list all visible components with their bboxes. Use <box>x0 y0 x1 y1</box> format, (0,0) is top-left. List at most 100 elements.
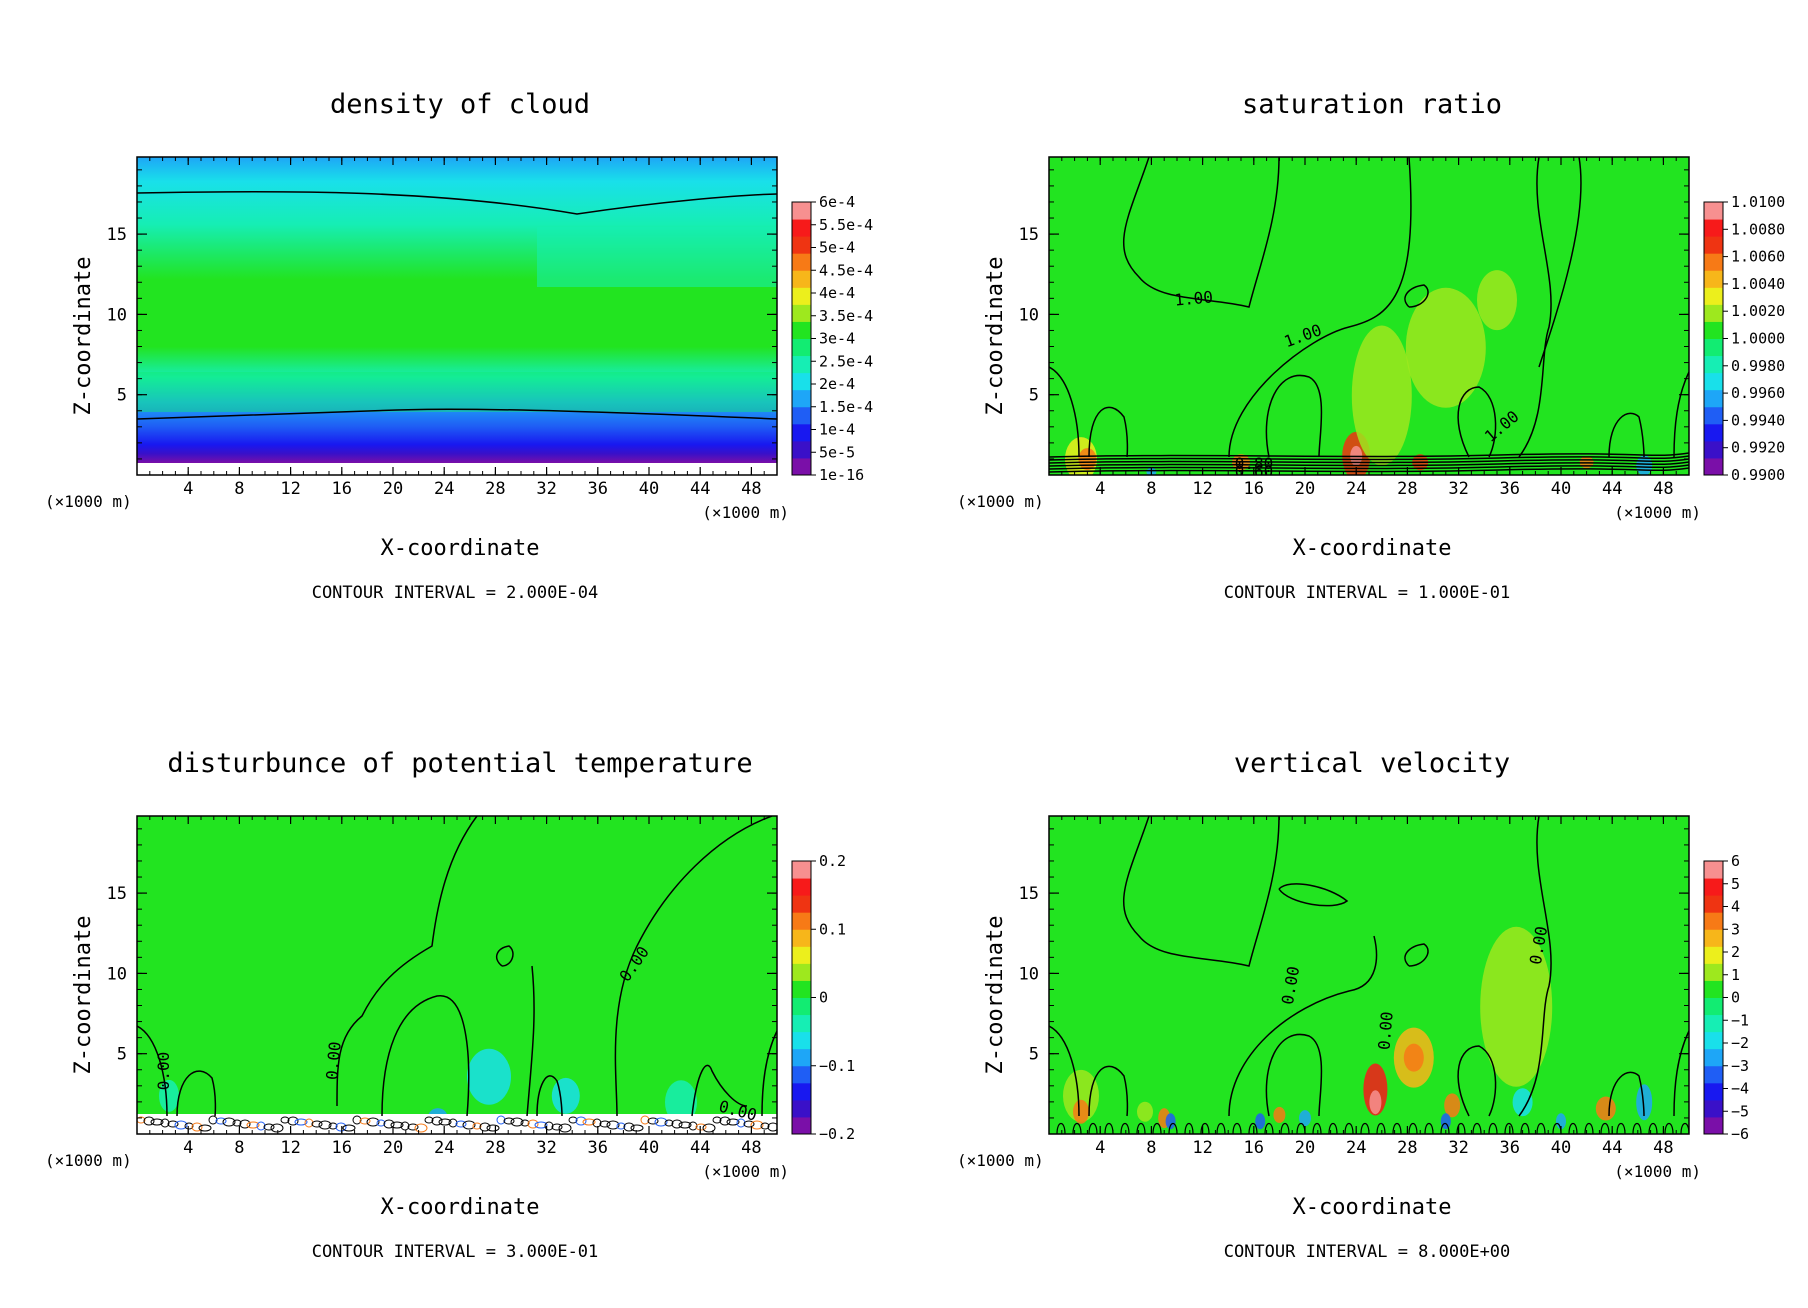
contour-line <box>614 816 773 1117</box>
noise-contour <box>654 1117 668 1127</box>
colorbar-swatch <box>792 389 811 408</box>
x-tick-label: 44 <box>690 1138 710 1158</box>
colorbar-swatch <box>1704 270 1723 288</box>
field-blob <box>1369 1090 1382 1115</box>
colorbar-swatch <box>1704 406 1723 425</box>
contour-line <box>336 816 478 1107</box>
contour-line <box>1265 1033 1323 1117</box>
colorbar-swatch <box>792 946 811 964</box>
chart-title: density of cloud <box>330 89 590 120</box>
noise-contour <box>424 1116 434 1124</box>
y-tick-label: 15 <box>107 884 127 904</box>
contour-line <box>1673 1030 1689 1117</box>
noise-contour <box>263 1123 275 1131</box>
colorbar-swatch <box>792 270 811 288</box>
noise-contour <box>599 1120 611 1128</box>
chart-title: disturbunce of potential temperature <box>167 748 752 779</box>
colorbar-swatch <box>1704 372 1723 391</box>
contour-line <box>1228 157 1412 458</box>
x-tick-label: 44 <box>690 479 710 499</box>
noise-contour <box>712 1116 722 1124</box>
noise-contour <box>486 1124 500 1132</box>
contour-line <box>1518 157 1552 458</box>
colorbar-label: 3e-4 <box>819 330 855 348</box>
field-blob <box>1444 1093 1461 1118</box>
near-surface-contour <box>1264 1122 1274 1134</box>
noise-contour <box>623 1122 635 1132</box>
noise-contour <box>630 1124 644 1132</box>
colorbar-swatch <box>1704 895 1723 913</box>
field-blob <box>665 1080 697 1125</box>
noise-contour <box>407 1123 419 1131</box>
x-tick-label: 20 <box>383 1138 403 1158</box>
contour-line <box>1123 816 1280 967</box>
colorbar-label: −0.2 <box>819 1125 855 1143</box>
colorbar-label: 2.5e-4 <box>819 352 873 370</box>
x-tick-label: 48 <box>1653 479 1673 499</box>
noise-contour <box>568 1116 578 1124</box>
colorbar-swatch <box>792 980 811 998</box>
colorbar: −6 −5 −4 −3 −2 −1 0 1 2 3 4 5 6 <box>1703 852 1749 1143</box>
colorbar-label: 2 <box>1731 943 1740 961</box>
near-surface-contour <box>1216 1122 1226 1134</box>
colorbar-label: −2 <box>1731 1034 1749 1052</box>
noise-contour <box>558 1123 572 1133</box>
noise-contour <box>575 1116 587 1126</box>
near-surface-contour <box>1456 1122 1466 1134</box>
near-surface-contour <box>1664 1122 1674 1134</box>
y-tick-label: 5 <box>1029 1045 1039 1065</box>
colorbar-label: 0.2 <box>819 852 846 870</box>
x-tick-label: 28 <box>1397 1138 1417 1158</box>
noise-contour <box>503 1117 515 1125</box>
plot-area: 1.001.001.000.800.60 <box>1049 157 1689 475</box>
noise-contour <box>328 1122 338 1130</box>
x-tick-label: 40 <box>639 479 659 499</box>
noise-contour <box>383 1119 395 1129</box>
x-tick-label: 40 <box>1551 479 1571 499</box>
noise-contour <box>150 1118 164 1126</box>
colorbar-swatch <box>792 912 811 930</box>
noise-contour <box>160 1118 170 1128</box>
y-tick-label: 5 <box>1029 386 1039 406</box>
colorbar-swatch <box>1704 1031 1723 1050</box>
y-tick-label: 10 <box>1019 305 1039 325</box>
colorbar-swatch <box>792 287 811 305</box>
chart-title: saturation ratio <box>1242 89 1502 120</box>
colorbar-swatch <box>1704 287 1723 305</box>
x-tick-label: 12 <box>1192 1138 1212 1158</box>
field-blob <box>1363 1063 1388 1116</box>
noise-contour <box>256 1121 266 1131</box>
x-unit-left: (×1000 m) <box>45 1151 132 1170</box>
contour-line <box>1538 157 1582 368</box>
colorbar-label: 0.1 <box>819 920 846 938</box>
noise-contour <box>342 1124 356 1132</box>
colorbar-label: 1.0100 <box>1731 193 1785 211</box>
contour-line <box>1088 406 1129 458</box>
colorbar: 1e-16 5e-5 1e-4 1.5e-4 2e-4 2.5e-4 3e-4 3.5e-4 4… <box>791 193 873 484</box>
colorbar-swatch <box>1704 304 1723 322</box>
y-tick-label: 10 <box>1019 964 1039 984</box>
colorbar-label: 3.5e-4 <box>819 307 873 325</box>
colorbar-label: 5 <box>1731 875 1740 893</box>
colorbar-label: 2e-4 <box>819 375 855 393</box>
colorbar-label: 3 <box>1731 920 1740 938</box>
colorbar-swatch <box>1704 321 1723 339</box>
colorbar-swatch <box>792 1065 811 1084</box>
colorbar-label: 1.0020 <box>1731 302 1785 320</box>
x-tick-label: 24 <box>434 1138 454 1158</box>
contour-line <box>1049 1025 1080 1117</box>
noise-contour <box>688 1121 698 1131</box>
x-tick-label: 16 <box>332 1138 352 1158</box>
colorbar-swatch <box>1704 963 1723 981</box>
contour-line <box>495 945 514 967</box>
contour-line <box>176 1070 217 1117</box>
field-blob <box>1165 1113 1176 1130</box>
colorbar-swatch <box>792 963 811 981</box>
density-field-gap <box>137 463 777 475</box>
x-unit-right: (×1000 m) <box>1614 1162 1701 1181</box>
x-tick-label: 24 <box>1346 479 1366 499</box>
noise-contour <box>582 1118 596 1126</box>
colorbar-swatch <box>1704 1014 1723 1033</box>
contour-interval: CONTOUR INTERVAL = 8.000E+00 <box>1224 1242 1511 1262</box>
colorbar-swatch <box>1704 1082 1723 1101</box>
